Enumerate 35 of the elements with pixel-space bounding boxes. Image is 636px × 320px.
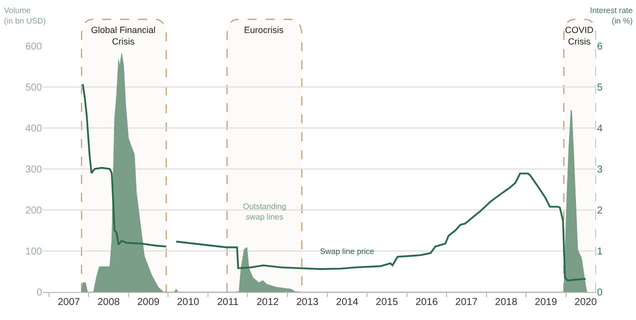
y-tick-label: 100 bbox=[25, 246, 42, 258]
x-tick-label: 2012 bbox=[256, 297, 280, 308]
x-tick-label: 2020 bbox=[574, 297, 598, 308]
x-tick-label: 2017 bbox=[455, 297, 478, 308]
x-tick-label: 2018 bbox=[495, 297, 518, 308]
y2-tick-label: 6 bbox=[597, 42, 603, 52]
series-label: Swap line price bbox=[320, 247, 375, 256]
y2-tick-label: 1 bbox=[597, 246, 603, 258]
y-tick-label: 0 bbox=[36, 288, 42, 298]
y-tick-label: 300 bbox=[25, 164, 42, 176]
y2-tick-label: 5 bbox=[597, 82, 603, 94]
x-tick-label: 2011 bbox=[217, 297, 240, 308]
band-label: Global Financial Crisis bbox=[91, 25, 156, 47]
x-tick-label: 2008 bbox=[97, 297, 120, 308]
y2-tick-label: 0 bbox=[597, 288, 603, 298]
y2-tick-label: 4 bbox=[597, 124, 603, 134]
band-label: COVID Crisis bbox=[565, 25, 594, 47]
y-tick-label: 200 bbox=[25, 206, 42, 216]
y-axis-title: Volume (in bn USD) bbox=[4, 6, 46, 26]
x-tick-label: 2016 bbox=[416, 297, 438, 308]
y2-axis-title: Interest rate (in %) bbox=[590, 6, 634, 26]
x-tick-label: 2010 bbox=[176, 297, 200, 308]
x-tick-label: 2019 bbox=[534, 297, 558, 308]
y-tick-label: 400 bbox=[25, 124, 42, 134]
x-tick-label: 2009 bbox=[137, 297, 160, 308]
y-tick-label: 600 bbox=[25, 42, 42, 52]
y2-tick-label: 3 bbox=[597, 164, 603, 176]
band-label: Eurocrisis bbox=[244, 25, 284, 35]
text: Outstanding swap lines bbox=[243, 202, 286, 222]
x-tick-label: 2015 bbox=[376, 297, 398, 308]
x-tick-label: 2014 bbox=[336, 297, 359, 308]
x-tick-label: 2013 bbox=[296, 297, 319, 308]
x-tick-label: 2007 bbox=[58, 297, 80, 308]
y-tick-label: 500 bbox=[25, 82, 42, 94]
y2-tick-label: 2 bbox=[597, 206, 603, 216]
